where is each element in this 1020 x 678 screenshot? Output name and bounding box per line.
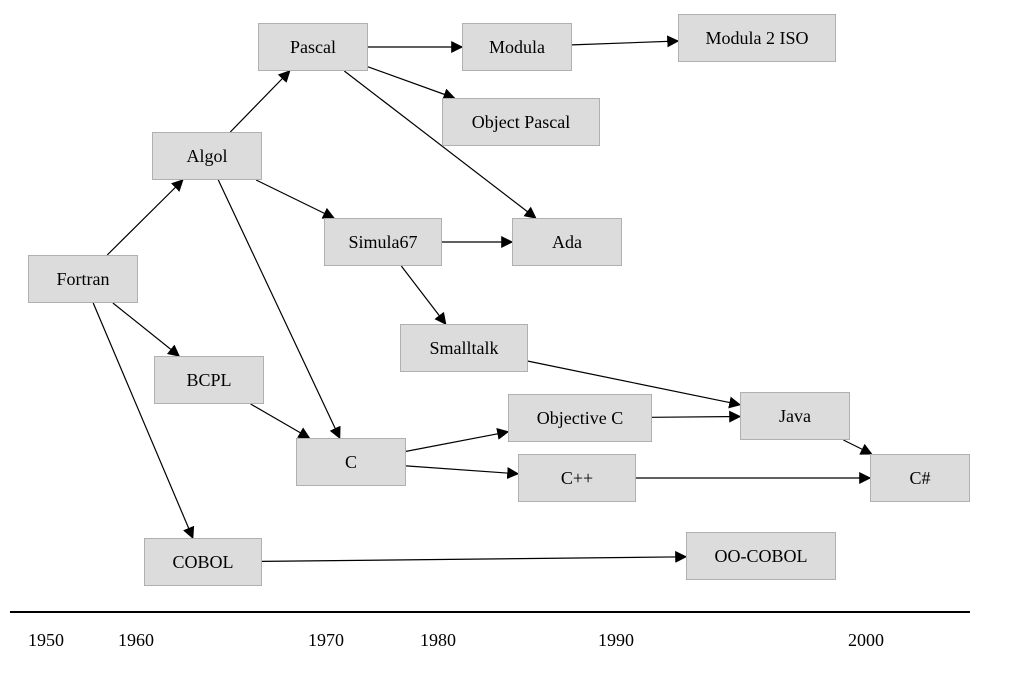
axis-label-1970: 1970 [308,630,344,651]
edge-c-to-cpp [406,466,518,474]
node-fortran: Fortran [28,255,138,303]
edge-fortran-to-bcpl [113,303,179,356]
edge-fortran-to-cobol [93,303,193,538]
node-cpp: C++ [518,454,636,502]
node-oocobol: OO-COBOL [686,532,836,580]
edge-objectivec-to-java [652,417,740,418]
axis-label-1980: 1980 [420,630,456,651]
node-objectivec: Objective C [508,394,652,442]
node-modula2iso: Modula 2 ISO [678,14,836,62]
axis-label-2000: 2000 [848,630,884,651]
edge-cobol-to-oocobol [262,557,686,562]
node-pascal: Pascal [258,23,368,71]
timeline-axis [10,611,970,613]
edge-java-to-csharp [843,440,871,454]
node-c: C [296,438,406,486]
node-java: Java [740,392,850,440]
node-smalltalk: Smalltalk [400,324,528,372]
node-ada: Ada [512,218,622,266]
axis-label-1960: 1960 [118,630,154,651]
edge-simula67-to-smalltalk [401,266,445,324]
edge-algol-to-pascal [230,71,289,132]
edge-modula-to-modula2iso [572,41,678,45]
edge-c-to-objectivec [406,432,508,452]
edge-fortran-to-algol [107,180,183,255]
node-bcpl: BCPL [154,356,264,404]
node-modula: Modula [462,23,572,71]
edge-bcpl-to-c [251,404,310,438]
axis-label-1990: 1990 [598,630,634,651]
node-cobol: COBOL [144,538,262,586]
node-simula67: Simula67 [324,218,442,266]
edge-pascal-to-objectpascal [368,67,454,98]
node-algol: Algol [152,132,262,180]
diagram-canvas: Fortran Algol Pascal Modula Modula 2 ISO Obje… [0,0,1020,678]
axis-label-1950: 1950 [28,630,64,651]
node-csharp: C# [870,454,970,502]
node-objectpascal: Object Pascal [442,98,600,146]
edge-algol-to-simula67 [256,180,334,218]
